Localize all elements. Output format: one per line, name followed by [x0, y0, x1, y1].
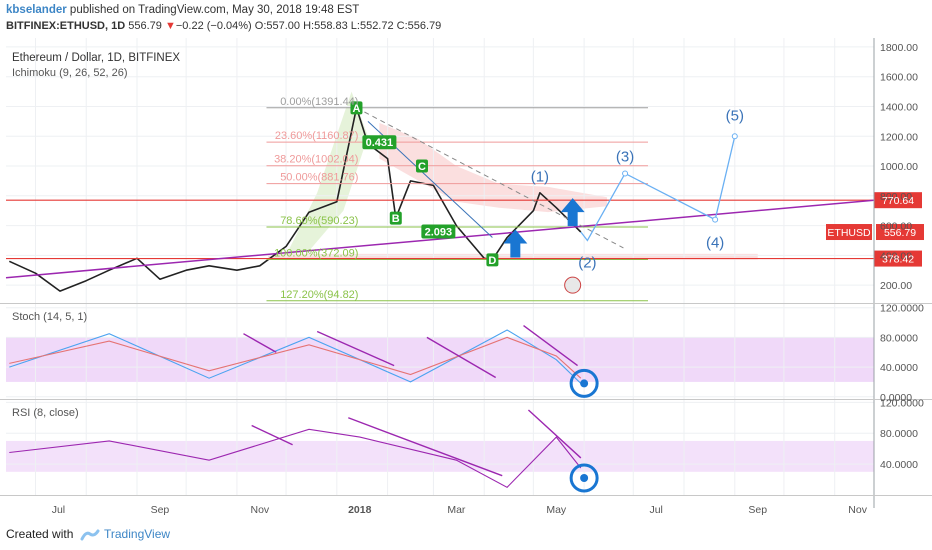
y-tick-label: 800.00 [880, 191, 912, 203]
elliott-wave-label: (4) [706, 235, 724, 252]
price-change: −0.22 (−0.04%) [175, 20, 252, 32]
x-tick-label: Mar [447, 504, 466, 516]
annotation-badge [362, 135, 397, 150]
event-icon [564, 276, 582, 294]
elliott-wave-label: (3) [616, 148, 634, 165]
annotation-label: B [392, 213, 400, 225]
price-tag-value: 378.42 [882, 254, 914, 266]
tradingview-brand[interactable]: TradingView [104, 527, 171, 541]
annotation-label: 0.431 [366, 137, 394, 149]
y-tick-label: 1600.00 [880, 72, 918, 84]
arrow-up-icon [560, 198, 585, 227]
y-tick-label: 80.0000 [880, 332, 918, 344]
x-tick-label: Jul [649, 504, 662, 516]
fib-level-label: 127.20%(94.82) [280, 289, 358, 301]
x-tick-label: Jul [52, 504, 65, 516]
target-circle-icon [569, 463, 599, 493]
change-down-icon: ▼ [164, 20, 176, 32]
price-tag [876, 224, 924, 241]
fib-level-label: 100.00%(372.09) [274, 248, 358, 260]
rsi-trendline [348, 417, 503, 477]
stoch-trendline [523, 324, 578, 367]
arrow-up-icon [503, 229, 528, 258]
annotation-label: C [418, 161, 426, 173]
x-tick-label: May [546, 504, 567, 516]
trendline-support [5, 199, 875, 279]
ichimoku-label: Ichimoku (9, 26, 52, 26) [12, 67, 128, 79]
ohlc-values: O:557.00 H:558.83 L:552.72 C:556.79 [254, 20, 442, 32]
price-tag-value: 770.64 [882, 195, 914, 207]
price-tag [874, 250, 922, 267]
y-tick-label: 1200.00 [880, 131, 918, 143]
x-tick-label: Nov [251, 504, 270, 516]
annotation-badge [486, 253, 499, 267]
stoch-band [6, 337, 874, 382]
fib-level-label: 50.00%(881.76) [280, 172, 358, 184]
elliott-wave-label: (1) [531, 168, 549, 185]
fib-level-label: 23.60%(1160.87) [275, 130, 359, 142]
published-text: published on TradingView.com, May 30, 20… [66, 4, 360, 16]
author-link[interactable]: kbselander [6, 4, 67, 16]
wave-point [622, 170, 629, 177]
symbol-name: BITFINEX:ETHUSD, 1D [6, 20, 126, 32]
rsi-series [9, 428, 582, 488]
price-tag-value: 556.79 [884, 227, 916, 239]
target-dot [580, 474, 589, 483]
symbol-tag [826, 224, 872, 241]
y-tick-label: 600.00 [880, 221, 912, 233]
annotation-label: A [352, 103, 360, 115]
created-with-text: Created with [6, 527, 74, 541]
y-tick-label: 120.0000 [880, 397, 924, 409]
main-pane-title: Ethereum / Dollar, 1D, BITFINEX [12, 52, 180, 64]
y-tick-label: 0.0000 [880, 392, 912, 404]
fib-level-label: 0.00%(1391.44) [280, 96, 358, 108]
annotation-label: 2.093 [425, 227, 453, 239]
chart-area[interactable]: 0.00%(1391.44) 23.60%(1160.87) 38.20%(1002… [0, 38, 932, 520]
stoch-pane-title: Stoch (14, 5, 1) [12, 311, 87, 323]
x-tick-label: 2018 [348, 504, 372, 516]
rsi-trendline [251, 424, 293, 446]
x-tick-label: Sep [748, 504, 767, 516]
y-tick-label: 40.0000 [880, 459, 918, 471]
elliott-wave-label: (2) [578, 254, 596, 271]
annotation-badge [421, 224, 456, 239]
footer: Created with TradingView [0, 520, 932, 550]
annotation-badge [350, 101, 363, 115]
tradingview-logo-icon [80, 529, 100, 541]
publish-line: kbselander published on TradingView.com,… [6, 4, 359, 16]
x-tick-label: Nov [848, 504, 867, 516]
stoch-d-series [9, 336, 582, 379]
wave-point [712, 216, 719, 223]
fib-level-label: 78.60%(590.23) [280, 215, 358, 227]
stoch-trendline [426, 336, 497, 379]
y-tick-label: 1400.00 [880, 101, 918, 113]
annotation-label: D [488, 255, 496, 267]
y-tick-label: 80.0000 [880, 428, 918, 440]
price-series [8, 107, 582, 292]
symbol-tag-label: ETHUSD [827, 227, 871, 239]
annotation-badge [389, 211, 402, 225]
fib-level-label: 38.20%(1002.04) [274, 154, 358, 166]
chart-header: kbselander published on TradingView.com,… [0, 0, 932, 38]
y-tick-label: 200.00 [880, 280, 912, 292]
y-tick-label: 120.0000 [880, 303, 924, 315]
elliott-wave-label: (5) [726, 107, 744, 124]
symbol-line: BITFINEX:ETHUSD, 1D 556.79 ▼−0.22 (−0.04… [6, 20, 441, 32]
ichimoku-cloud [286, 91, 368, 256]
rsi-trendline [527, 409, 582, 459]
stoch-trendline [316, 330, 395, 367]
target-dot [580, 379, 589, 388]
annotation-badge [415, 159, 428, 173]
rsi-pane-title: RSI (8, close) [12, 407, 79, 419]
target-circle-icon [569, 368, 599, 398]
y-tick-label: 400.00 [880, 250, 912, 262]
y-tick-label: 1000.00 [880, 161, 918, 173]
y-tick-label: 40.0000 [880, 362, 918, 374]
price-tag [874, 192, 922, 209]
wave-point [731, 133, 738, 140]
y-tick-label: 1800.00 [880, 42, 918, 54]
last-price: 556.79 [128, 20, 162, 32]
stoch-trendline [243, 333, 277, 353]
x-tick-label: Sep [151, 504, 170, 516]
